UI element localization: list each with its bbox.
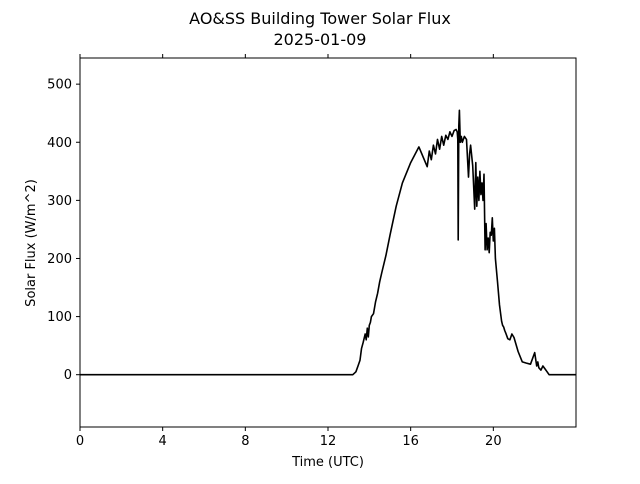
- x-axis-label: Time (UTC): [291, 455, 364, 470]
- chart-title: AO&SS Building Tower Solar Flux: [189, 9, 451, 28]
- chart-subtitle: 2025-01-09: [274, 30, 367, 49]
- y-tick-label: 500: [47, 78, 72, 93]
- y-axis-label: Solar Flux (W/m^2): [24, 179, 39, 307]
- series-line: [80, 109, 576, 376]
- x-tick-label: 12: [320, 434, 337, 449]
- x-tick-label: 8: [241, 434, 249, 449]
- y-tick-label: 400: [47, 136, 72, 151]
- y-tick-label: 300: [47, 194, 72, 209]
- x-tick-label: 16: [402, 434, 419, 449]
- x-tick-label: 0: [76, 434, 84, 449]
- x-tick-label: 20: [485, 434, 502, 449]
- series-group: [80, 109, 576, 376]
- y-tick-label: 200: [47, 252, 72, 267]
- y-tick-label: 100: [47, 310, 72, 325]
- y-tick-label: 0: [64, 368, 72, 383]
- plot-frame: [79, 57, 577, 428]
- x-tick-label: 4: [159, 434, 167, 449]
